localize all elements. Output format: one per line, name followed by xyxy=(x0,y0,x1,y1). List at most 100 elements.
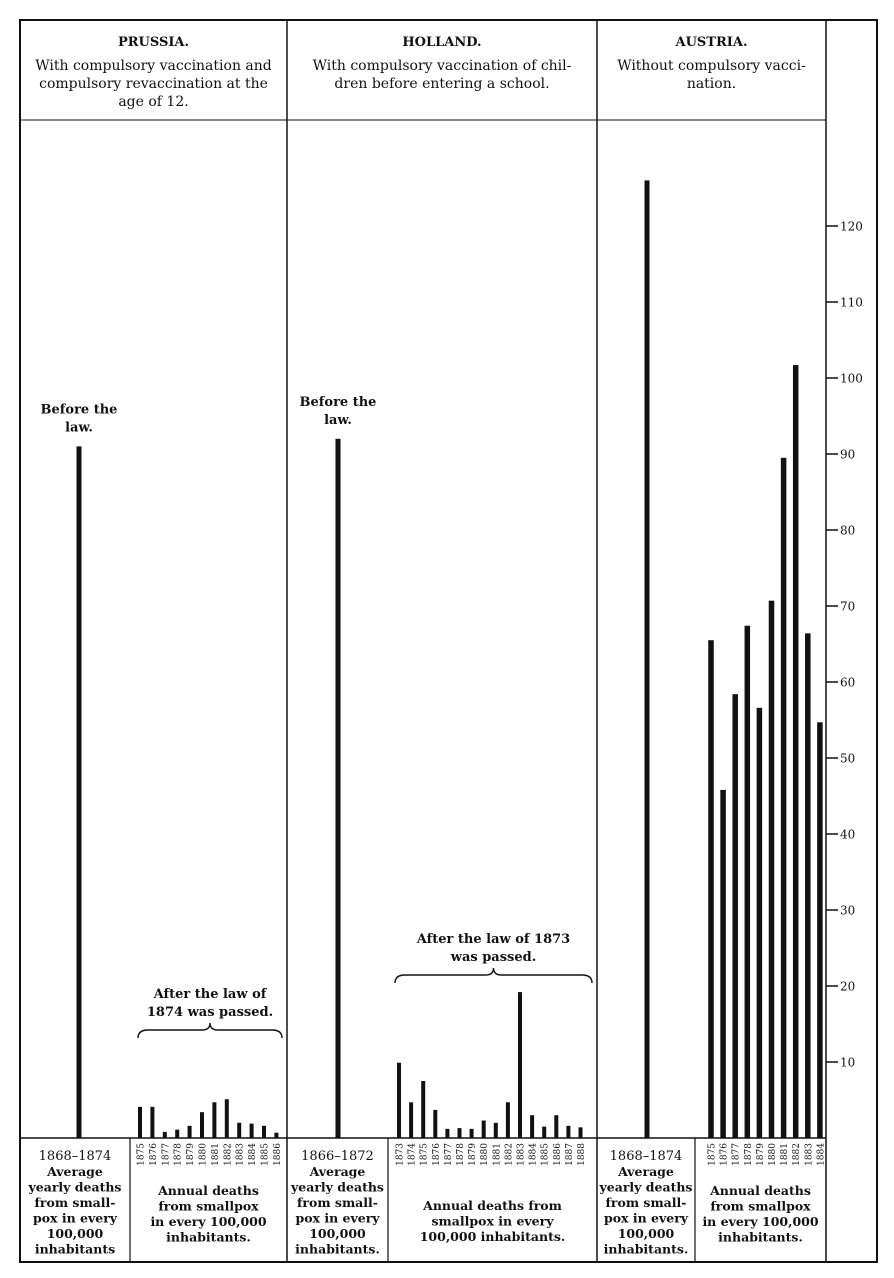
year-tick-label: 1882 xyxy=(504,1143,514,1166)
before-caption: from small- xyxy=(606,1195,687,1210)
year-tick-label: 1884 xyxy=(816,1143,826,1166)
annual-bar xyxy=(433,1109,438,1138)
y-tick-label: 100 xyxy=(840,372,863,386)
annual-bar xyxy=(505,1102,510,1138)
year-tick-label: 1880 xyxy=(768,1143,778,1166)
year-tick-label: 1877 xyxy=(732,1143,742,1166)
before-caption: pox in every xyxy=(604,1211,689,1226)
after-caption: from smallpox xyxy=(158,1199,259,1214)
after-caption: Annual deaths xyxy=(157,1183,259,1198)
annual-bar xyxy=(481,1120,486,1138)
y-tick-label: 110 xyxy=(840,296,863,310)
after-law-label: 1874 was passed. xyxy=(147,1005,273,1020)
annual-bar xyxy=(780,457,787,1138)
panel-description: dren before entering a school. xyxy=(334,76,549,92)
annual-bar xyxy=(554,1115,559,1138)
before-law-bar xyxy=(644,180,650,1138)
year-tick-label: 1878 xyxy=(456,1143,466,1166)
annual-bar xyxy=(138,1106,142,1138)
panel-title: HOLLAND. xyxy=(402,35,481,50)
annual-bar xyxy=(445,1128,450,1138)
after-caption: smallpox in every xyxy=(432,1214,555,1229)
year-tick-label: 1888 xyxy=(577,1143,587,1166)
annual-bar xyxy=(566,1125,571,1138)
year-tick-label: 1882 xyxy=(792,1143,802,1166)
after-law-brace xyxy=(394,967,593,984)
y-tick-label: 70 xyxy=(840,600,855,614)
annual-bar xyxy=(409,1102,414,1138)
year-tick-label: 1877 xyxy=(161,1143,171,1166)
y-tick-label: 20 xyxy=(840,980,855,994)
before-law-label: Before the xyxy=(300,395,377,410)
year-tick-label: 1881 xyxy=(211,1143,221,1166)
before-caption: pox in every xyxy=(295,1211,380,1226)
before-caption: inhabitants xyxy=(35,1242,115,1257)
annual-bar xyxy=(805,633,811,1138)
after-caption: inhabitants. xyxy=(718,1230,803,1245)
year-tick-label: 1875 xyxy=(137,1143,147,1166)
panel-description: nation. xyxy=(687,76,736,92)
before-law-label: Before the xyxy=(41,402,118,417)
year-tick-label: 1877 xyxy=(444,1143,454,1166)
year-tick-label: 1881 xyxy=(780,1143,790,1166)
after-law-label: After the law of 1873 xyxy=(416,932,570,947)
y-tick-label: 30 xyxy=(840,904,855,918)
year-tick-label: 1874 xyxy=(408,1143,418,1166)
year-tick-label: 1880 xyxy=(199,1143,209,1166)
after-caption: Annual deaths xyxy=(709,1183,811,1198)
annual-bar xyxy=(274,1132,279,1138)
year-tick-label: 1887 xyxy=(565,1143,575,1166)
year-tick-label: 1883 xyxy=(517,1143,527,1166)
before-caption: 100,000 xyxy=(47,1226,104,1241)
year-tick-label: 1883 xyxy=(236,1143,246,1166)
year-tick-label: 1881 xyxy=(492,1143,502,1166)
year-tick-label: 1875 xyxy=(708,1143,718,1166)
year-tick-label: 1883 xyxy=(804,1143,814,1166)
before-caption: Average xyxy=(46,1164,103,1179)
annual-bar xyxy=(175,1129,180,1138)
year-tick-label: 1879 xyxy=(468,1143,478,1166)
panel-title: PRUSSIA. xyxy=(118,35,189,50)
annual-bar xyxy=(237,1122,242,1138)
before-caption: inhabitants. xyxy=(604,1242,689,1257)
year-tick-label: 1885 xyxy=(541,1143,551,1166)
year-tick-label: 1884 xyxy=(529,1143,539,1166)
before-caption: from small- xyxy=(35,1195,116,1210)
annual-bar xyxy=(530,1115,535,1138)
panel-title: AUSTRIA. xyxy=(675,35,748,50)
annual-bar xyxy=(200,1112,204,1138)
before-law-bar xyxy=(76,446,82,1138)
after-caption: inhabitants. xyxy=(166,1230,251,1245)
y-tick-label: 90 xyxy=(840,448,855,462)
after-caption: from smallpox xyxy=(710,1199,811,1214)
year-tick-label: 1878 xyxy=(174,1143,184,1166)
annual-bar xyxy=(542,1126,547,1138)
year-tick-label: 1880 xyxy=(480,1143,490,1166)
annual-bar xyxy=(212,1102,217,1138)
after-law-label: After the law of xyxy=(153,987,268,1002)
chart-frame xyxy=(19,19,878,1263)
year-tick-label: 1886 xyxy=(273,1143,283,1166)
annual-bar xyxy=(421,1081,426,1138)
annual-bar xyxy=(150,1106,155,1138)
panel-description: compulsory revaccination at the xyxy=(39,76,268,92)
year-tick-label: 1884 xyxy=(248,1143,258,1166)
year-tick-label: 1875 xyxy=(420,1143,430,1166)
annual-bar xyxy=(187,1125,192,1138)
before-caption: yearly deaths xyxy=(28,1180,122,1195)
y-tick-label: 50 xyxy=(840,752,855,766)
annual-bar xyxy=(732,694,738,1138)
panel-description: With compulsory vaccination and xyxy=(35,58,272,74)
annual-bar xyxy=(756,707,763,1138)
panel-description: age of 12. xyxy=(118,94,188,110)
after-caption: Annual deaths from xyxy=(422,1198,562,1213)
before-caption: Average xyxy=(309,1164,366,1179)
after-law-brace xyxy=(137,1022,283,1039)
annual-bar xyxy=(768,600,775,1138)
y-tick-label: 120 xyxy=(840,220,863,234)
before-law-label: law. xyxy=(324,413,352,428)
before-caption: from small- xyxy=(297,1195,378,1210)
panel-description: Without compulsory vacci- xyxy=(617,58,806,74)
annual-bar xyxy=(262,1125,266,1138)
